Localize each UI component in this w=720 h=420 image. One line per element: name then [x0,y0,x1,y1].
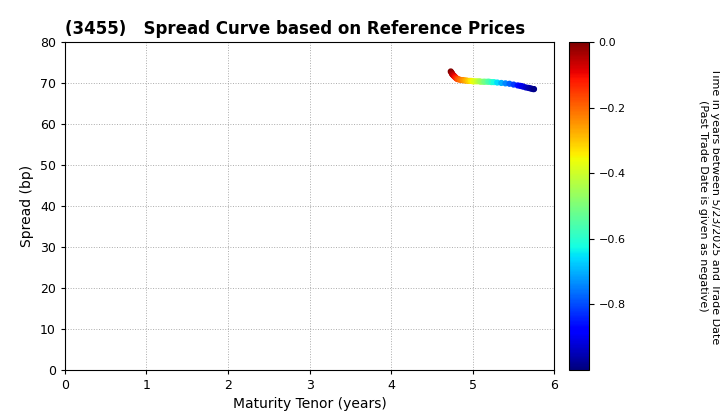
Point [504,80,516,87]
Point [461,77,472,84]
Point [508,81,519,88]
Point [465,78,477,84]
Point [526,85,537,92]
Point [445,68,456,75]
Point [446,70,458,77]
Point [449,73,460,79]
Point [459,77,470,84]
Point [457,77,469,84]
Point [469,78,480,85]
Point [447,72,459,79]
Point [524,85,536,92]
Point [451,75,462,82]
Point [482,79,493,85]
Text: (3455)   Spread Curve based on Reference Prices: (3455) Spread Curve based on Reference P… [65,20,525,38]
Point [480,79,491,85]
Point [450,74,462,81]
Point [528,86,540,92]
Point [528,86,539,92]
Point [516,83,528,89]
Point [452,76,464,83]
Point [512,82,523,89]
Point [449,74,461,80]
Y-axis label: Spread (bp): Spread (bp) [20,165,35,247]
Point [486,79,498,86]
Point [467,78,479,85]
Point [500,80,511,87]
Point [492,79,503,86]
Point [523,84,534,91]
Point [446,71,458,78]
Point [451,76,463,82]
Point [488,79,500,86]
Point [518,83,529,90]
Point [464,78,475,84]
Point [483,79,495,85]
Point [520,84,531,91]
Point [477,79,489,85]
Y-axis label: Time in years between 5/23/2025 and Trade Date
(Past Trade Date is given as nega: Time in years between 5/23/2025 and Trad… [698,68,720,344]
Point [471,78,482,85]
Point [446,69,457,76]
Point [462,78,474,84]
Point [514,82,526,89]
Point [454,76,466,83]
Point [475,79,487,85]
Point [474,78,485,85]
Point [456,77,467,84]
Point [495,79,507,86]
X-axis label: Maturity Tenor (years): Maturity Tenor (years) [233,397,387,411]
